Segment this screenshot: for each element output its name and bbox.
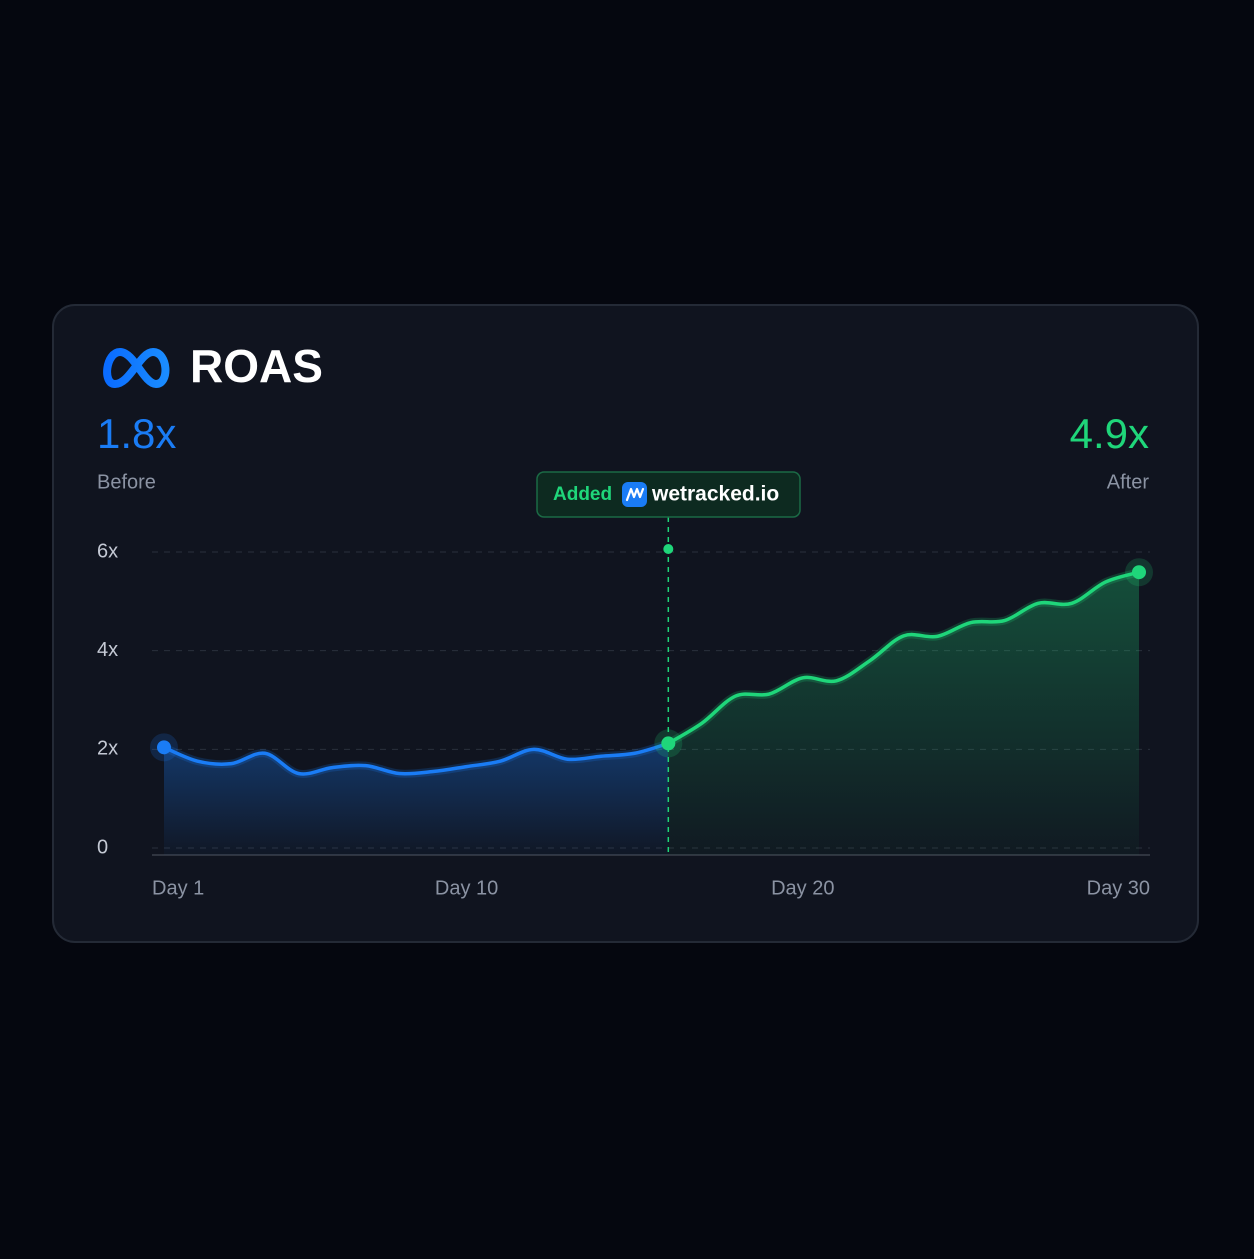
x-tick-label: Day 20 — [771, 877, 834, 899]
after-label: After — [1107, 471, 1150, 493]
point — [1132, 565, 1146, 580]
annotation-label: Added — [553, 484, 612, 505]
y-tick-label: 2x — [97, 738, 118, 760]
line — [163, 741, 669, 776]
chart-title: ROAS — [190, 340, 323, 392]
plot: 0 2x 4x 6x Day 1 Day 10 Day 20 Day 30 — [97, 517, 1153, 899]
before-summary: 1.8x — [97, 410, 176, 457]
area — [668, 572, 1139, 855]
y-tick-label: 0 — [97, 836, 108, 858]
annotation-box — [536, 471, 801, 518]
before-label: Before — [97, 471, 156, 493]
y-tick-label: 6x — [97, 540, 118, 562]
x-tick-label: Day 10 — [435, 877, 498, 899]
annotation-pin — [663, 544, 674, 554]
x-tick-label: Day 30 — [1087, 877, 1150, 899]
x-tick-label: Day 1 — [152, 877, 204, 899]
brand-icon-mark — [625, 487, 645, 502]
y-tick-label: 4x — [97, 639, 118, 661]
annotation-brand: wetracked.io — [651, 483, 779, 506]
after-summary: 4.9x — [1070, 410, 1149, 457]
point — [157, 740, 171, 755]
line — [667, 570, 1140, 745]
meta-logo — [103, 348, 170, 388]
point — [661, 736, 676, 751]
